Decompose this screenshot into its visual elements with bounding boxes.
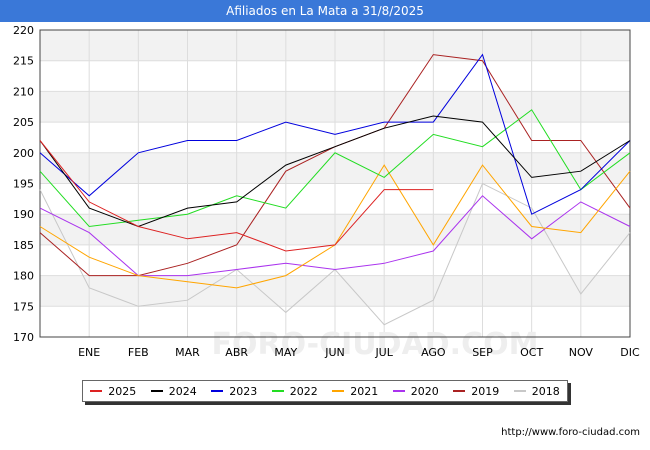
legend-label: 2021 (350, 384, 379, 398)
y-tick-label: 195 (13, 178, 34, 191)
chart-title: Afiliados en La Mata a 31/8/2025 (0, 0, 650, 22)
x-tick-label: JUN (324, 346, 345, 359)
legend-item-2021: 2021 (332, 385, 378, 398)
legend-swatch (90, 390, 103, 392)
legend-item-2024: 2024 (150, 384, 197, 398)
chart-legend: 2025 2024 2023 2022 2021 2020 2019 2018 (82, 380, 568, 402)
legend-label: 2022 (289, 384, 318, 398)
x-tick-label: DIC (620, 346, 640, 359)
x-tick-label: MAY (274, 346, 297, 359)
legend-item-2019: 2019 (453, 385, 499, 398)
legend-label: 2023 (229, 384, 258, 398)
legend-item-2018: 2018 (513, 384, 560, 398)
legend-label: 2020 (410, 384, 439, 398)
x-tick-label: OCT (520, 346, 543, 359)
y-tick-label: 170 (13, 331, 34, 344)
legend-item-2020: 2020 (392, 384, 439, 398)
x-tick-label: AGO (421, 346, 446, 359)
series-line-2022 (39, 109, 631, 228)
legend-swatch (150, 390, 163, 392)
y-tick-label: 190 (13, 208, 34, 221)
x-tick-label: MAR (175, 346, 200, 359)
series-line-2025 (39, 140, 434, 252)
legend-item-2023: 2023 (211, 385, 257, 398)
x-tick-label: ENE (78, 346, 100, 359)
legend-label: 2018 (531, 384, 560, 398)
legend-swatch (332, 390, 345, 392)
x-tick-label: NOV (569, 346, 594, 359)
legend-swatch (211, 390, 224, 392)
legend-label: 2024 (168, 384, 197, 398)
y-tick-label: 185 (13, 239, 34, 252)
series-line-2023 (39, 53, 631, 215)
y-tick-label: 210 (13, 85, 34, 98)
x-tick-label: SEP (472, 346, 493, 359)
watermark: FORO-CIUDAD.COM (212, 327, 539, 362)
x-tick-label: ABR (225, 346, 248, 359)
legend-label: 2025 (108, 384, 137, 398)
y-tick-label: 180 (13, 270, 34, 283)
y-tick-label: 175 (13, 300, 34, 313)
y-tick-label: 215 (13, 55, 34, 68)
y-tick-label: 205 (13, 116, 34, 129)
source-link[interactable]: http://www.foro-ciudad.com (501, 427, 640, 438)
y-tick-label: 220 (13, 24, 34, 37)
legend-item-2022: 2022 (271, 384, 318, 398)
legend-swatch (392, 390, 405, 392)
legend-label: 2019 (471, 384, 500, 398)
legend-swatch (513, 390, 526, 392)
legend-swatch (271, 390, 284, 392)
legend-item-2025: 2025 (90, 385, 136, 398)
y-tick-label: 200 (13, 147, 34, 160)
x-tick-label: FEB (128, 346, 149, 359)
plot-border (39, 29, 631, 338)
line-chart: 170 175 180 185 190 195 200 205 210 215 220 FORO-CI… (13, 24, 640, 362)
x-tick-label: JUL (374, 346, 393, 359)
legend-swatch (453, 390, 466, 392)
